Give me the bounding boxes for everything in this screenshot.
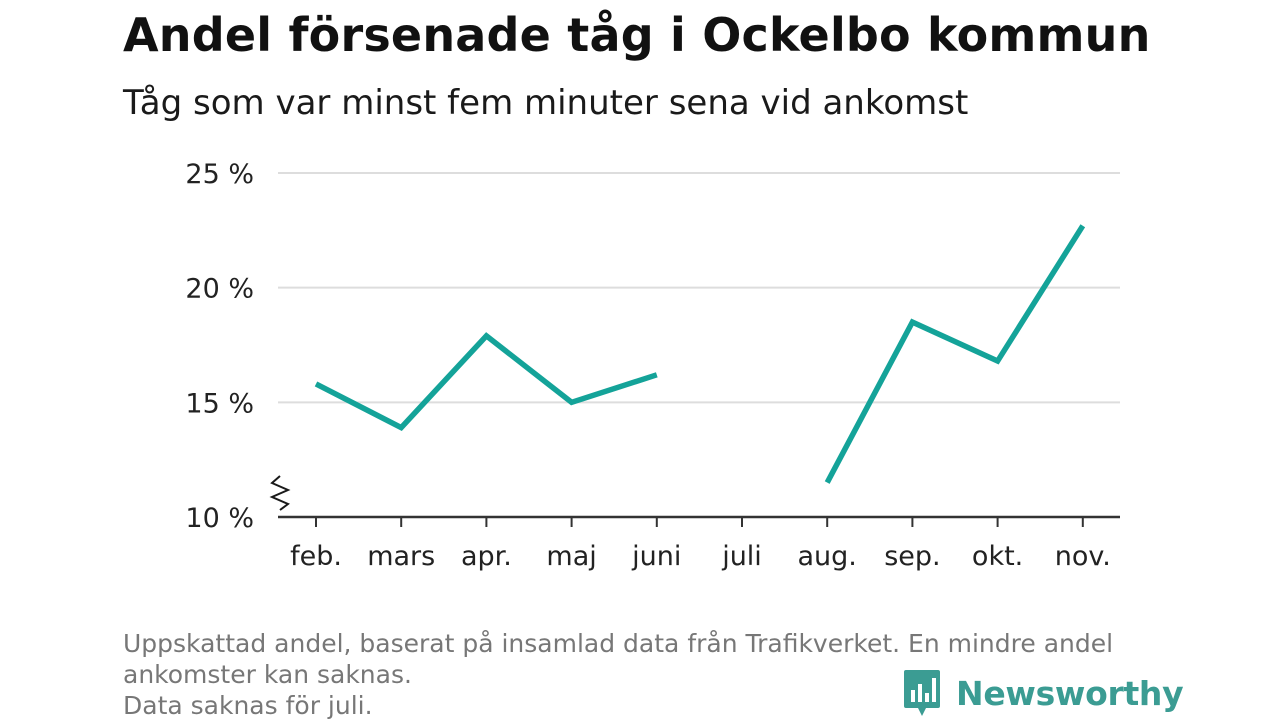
footnote-line-2: ankomster kan saknas. — [123, 660, 412, 689]
x-tick-label: aug. — [798, 541, 857, 572]
x-tick-label: juli — [721, 541, 762, 572]
series-lines — [314, 224, 1086, 484]
chart-subtitle: Tåg som var minst fem minuter sena vid a… — [123, 83, 969, 123]
footnote-line-1: Uppskattad andel, baserat på insamlad da… — [123, 629, 1114, 658]
axis-break-icon — [269, 475, 291, 511]
y-tick-label: 15 % — [185, 388, 254, 419]
line-chart: 10 % 15 % 20 % 25 % feb. mars apr. maj juni juli… — [185, 159, 1120, 572]
newsworthy-logo-icon — [904, 670, 940, 716]
x-tick-label: apr. — [461, 541, 512, 572]
y-axis-ticks: 10 % 15 % 20 % 25 % — [185, 159, 254, 534]
chart-title: Andel försenade tåg i Ockelbo kommun — [123, 8, 1151, 62]
series-line-segment — [824, 224, 1086, 484]
x-tick-label: mars — [367, 541, 435, 572]
brand-name: Newsworthy — [956, 673, 1184, 713]
y-tick-label: 25 % — [185, 159, 254, 190]
footnote: Uppskattad andel, baserat på insamlad da… — [123, 628, 1163, 720]
x-tick-label: maj — [546, 541, 596, 572]
x-tick-label: juni — [631, 541, 681, 572]
x-tick-label: sep. — [884, 541, 940, 572]
series-line-segment — [314, 332, 658, 431]
gridlines — [278, 172, 1120, 404]
y-tick-label: 20 % — [185, 274, 254, 305]
x-tick-label: nov. — [1055, 541, 1111, 572]
footnote-line-3: Data saknas för juli. — [123, 691, 373, 720]
x-axis-ticks: feb. mars apr. maj juni juli aug. sep. okt. nov. — [290, 517, 1111, 572]
newsworthy-logo: Newsworthy — [902, 668, 1184, 718]
x-tick-label: okt. — [972, 541, 1023, 572]
y-tick-label: 10 % — [185, 503, 254, 534]
x-tick-label: feb. — [290, 541, 342, 572]
